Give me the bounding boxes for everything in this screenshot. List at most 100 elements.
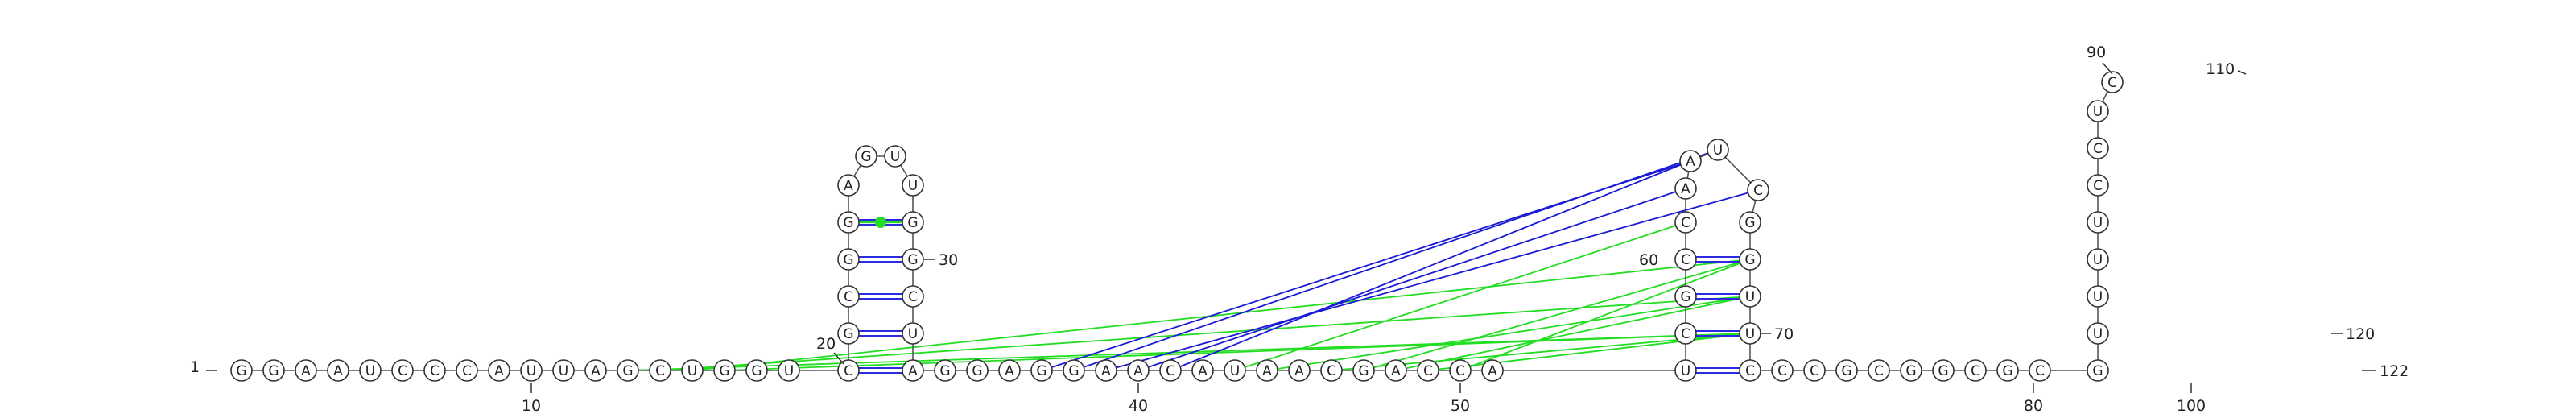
nucleotide-circle: [1352, 359, 1375, 382]
nucleotide: U: [520, 359, 543, 382]
nucleotide: C: [456, 359, 478, 382]
nucleotide-circle: [998, 359, 1021, 382]
nucleotide-letter: A: [1391, 363, 1401, 379]
nucleotide: G: [1932, 359, 1955, 382]
nucleotide-circle: [681, 359, 704, 382]
nucleotide: G: [902, 211, 924, 234]
nucleotide-letter: A: [844, 178, 853, 194]
nucleotide-circle: [1679, 150, 1702, 172]
label-90-tick: [2102, 62, 2113, 75]
label-110: 110: [2206, 60, 2235, 78]
nucleotide-circle: [1095, 359, 1117, 382]
nucleotide-letter: C: [655, 363, 665, 379]
nucleotide-letter: U: [908, 178, 918, 194]
nucleotide: C: [2029, 359, 2051, 382]
nucleotide-circle: [2087, 359, 2109, 382]
nucleotide: C: [649, 359, 671, 382]
nucleotide-circle: [2087, 248, 2109, 271]
nucleotide: G: [1900, 359, 1922, 382]
nucleotide-letter: G: [1938, 363, 1948, 379]
nucleotide-letter: G: [1036, 363, 1046, 379]
nucleotide-circle: [1932, 359, 1955, 382]
label-60: 60: [1639, 251, 1658, 269]
nucleotide-circle: [837, 322, 860, 345]
nucleotide-circle: [1674, 248, 1697, 271]
nucleotide-letter: A: [1198, 363, 1208, 379]
nucleotide-circle: [1747, 179, 1769, 201]
nucleotide-letter: A: [1005, 363, 1014, 379]
nucleotide: G: [1063, 359, 1085, 382]
nucleotide-circle: [902, 248, 924, 271]
nucleotide: A: [1481, 359, 1504, 382]
nucleotide: G: [837, 211, 860, 234]
tertiary-interaction-blue-3: [1137, 188, 1686, 371]
nucleotide-circle: [2029, 359, 2051, 382]
nucleotide: C: [1739, 359, 1761, 382]
nucleotide: A: [1191, 359, 1214, 382]
nucleotide-letter: C: [844, 363, 853, 379]
tertiary-interaction-blue-4: [1170, 149, 1719, 371]
nucleotide-circle: [1674, 359, 1697, 382]
nucleotide-circle: [1835, 359, 1858, 382]
nucleotide-letter: A: [1101, 363, 1111, 379]
nucleotide: G: [934, 359, 956, 382]
nucleotide-letter: G: [268, 363, 279, 379]
nucleotide-letter: C: [2093, 141, 2103, 157]
nucleotide-circle: [902, 211, 924, 234]
nucleotide: U: [2087, 211, 2109, 234]
tertiary-interaction-green-3: [724, 333, 1751, 371]
tick-label-40: 40: [1129, 397, 1148, 414]
nucleotide-letter: C: [1753, 183, 1763, 199]
nucleotide-circle: [2087, 322, 2109, 345]
nucleotide-circle: [1288, 359, 1311, 382]
nucleotide-letter: C: [1327, 363, 1336, 379]
nucleotide: U: [778, 359, 800, 382]
nucleotide: U: [1739, 285, 1761, 308]
nucleotide-circle: [1674, 211, 1697, 234]
nucleotide-letter: U: [365, 363, 375, 379]
nucleotide-circle: [262, 359, 285, 382]
nucleotide-circle: [1449, 359, 1472, 382]
nucleotide: U: [552, 359, 575, 382]
nucleotide: G: [1996, 359, 2019, 382]
nucleotide-circle: [423, 359, 446, 382]
nucleotide-letter: A: [494, 363, 504, 379]
nucleotide-letter: G: [236, 363, 246, 379]
nucleotide-letter: C: [2035, 363, 2045, 379]
nucleotide-circle: [1063, 359, 1085, 382]
label-120: 120: [2346, 325, 2375, 343]
nucleotide-letter: G: [1358, 363, 1368, 379]
nucleotide-letter: U: [2093, 252, 2103, 268]
tick-label-50: 50: [1451, 397, 1470, 414]
nucleotide: G: [1739, 248, 1761, 271]
nucleotide-circle: [1256, 359, 1278, 382]
nucleotide-circle: [617, 359, 639, 382]
nucleotide: G: [617, 359, 639, 382]
nucleotide: A: [1095, 359, 1117, 382]
nucleotide-circle: [1674, 285, 1697, 308]
nucleotide: C: [837, 359, 860, 382]
nucleotide-circle: [2087, 100, 2109, 122]
nucleotide: A: [295, 359, 317, 382]
nucleotide: G: [1674, 285, 1697, 308]
nucleotide-letter: G: [1680, 289, 1690, 305]
nucleotide-letter: C: [2107, 75, 2117, 91]
nucleotide-letter: A: [1681, 181, 1690, 197]
nucleotide-circle: [1385, 359, 1407, 382]
tertiary-interaction-blue-2: [1105, 189, 1759, 371]
nucleotide: G: [230, 359, 253, 382]
nucleotide-letter: C: [1455, 363, 1465, 379]
nucleotide-letter: C: [462, 363, 472, 379]
nucleotide: U: [2087, 322, 2109, 345]
nucleotide-circle: [456, 359, 478, 382]
nucleotide-circle: [1739, 248, 1761, 271]
nucleotide-circle: [1996, 359, 2019, 382]
nucleotide-letter: G: [1744, 215, 1755, 231]
nucleotide-letter: G: [939, 363, 950, 379]
nucleotide: C: [1803, 359, 1826, 382]
nucleotide: U: [1224, 359, 1246, 382]
nucleotide-circle: [1481, 359, 1504, 382]
nucleotide-circle: [884, 145, 906, 168]
nucleotide: C: [2101, 71, 2124, 93]
nucleotide-letter: U: [784, 363, 794, 379]
